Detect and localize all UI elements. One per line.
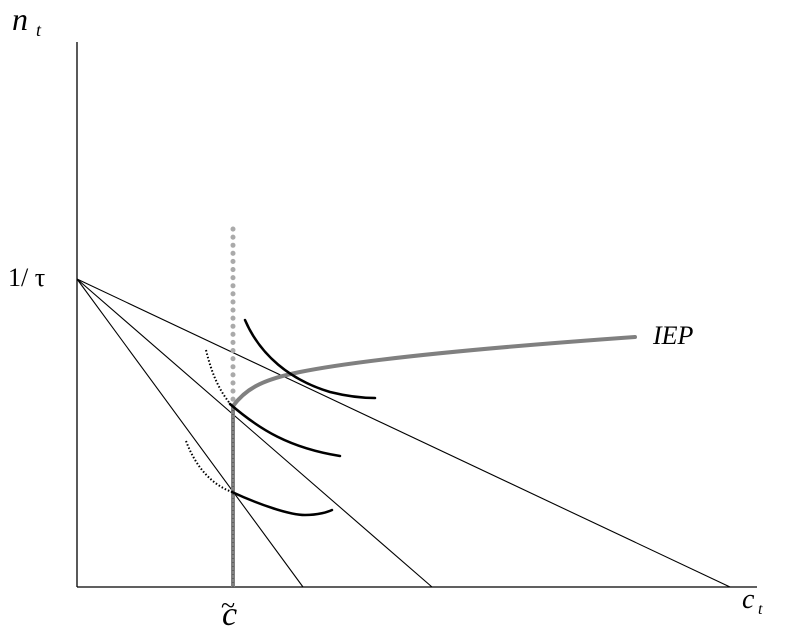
- indifference-dotted-lower: [185, 440, 233, 493]
- indifference-curve-middle: [228, 402, 342, 458]
- indifference-dotted-upper: [205, 349, 233, 407]
- x-axis-label: c: [742, 584, 755, 615]
- x-axis-label-subscript: t: [758, 601, 763, 618]
- indifference-curve-bottom: [230, 490, 334, 517]
- x-marker-accent: ~: [221, 591, 235, 620]
- y-axis-label-subscript: t: [36, 20, 42, 40]
- y-axis-label: n: [12, 1, 28, 37]
- indifference-curve-top: [243, 318, 377, 400]
- y-intercept-label: 1/ τ: [8, 263, 45, 292]
- budget-line-3: [76, 278, 731, 588]
- iep-curve: [231, 335, 637, 408]
- budget-line-1: [76, 278, 304, 588]
- iep-curve-label: IEP: [652, 321, 694, 350]
- budget-line-2: [76, 278, 433, 588]
- x-marker-label: c: [222, 596, 237, 631]
